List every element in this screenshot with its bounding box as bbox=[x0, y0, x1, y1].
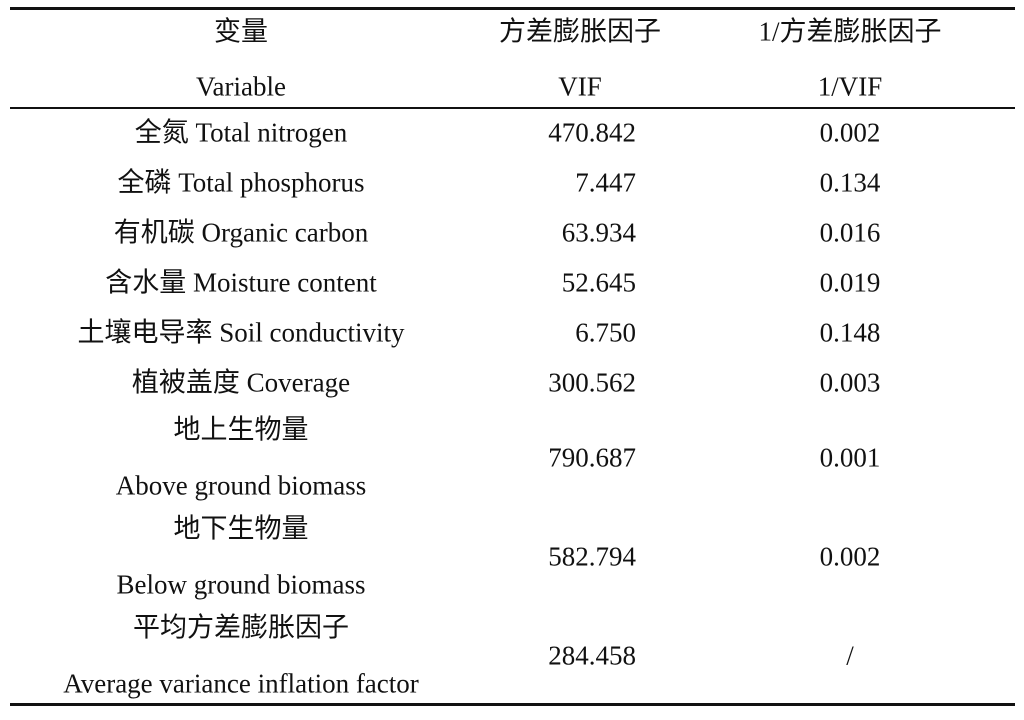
inverse-vif-cell: 0.134 bbox=[819, 167, 881, 198]
variable-cell: Average variance inflation factor bbox=[63, 668, 419, 699]
inverse-vif-cell: / bbox=[846, 640, 854, 670]
variable-cell: 平均方差膨胀因子 bbox=[133, 612, 349, 643]
vif-cell: 7.447 bbox=[575, 167, 636, 198]
header-cell: 1/VIF bbox=[817, 71, 883, 102]
vif-cell: 470.842 bbox=[548, 117, 636, 148]
variable-cell: 全氮 Total nitrogen bbox=[134, 117, 348, 148]
vif-cell: 790.687 bbox=[548, 442, 636, 472]
top-rule bbox=[10, 7, 1015, 10]
inverse-vif-cell: 0.002 bbox=[819, 541, 881, 571]
vif-cell: 52.645 bbox=[561, 267, 636, 298]
bottom-rule bbox=[10, 703, 1015, 706]
inverse-vif-cell: 0.148 bbox=[819, 317, 881, 348]
variable-cell: 植被盖度 Coverage bbox=[131, 367, 351, 398]
header-cell: VIF bbox=[558, 71, 602, 102]
header-cell: 方差膨胀因子 bbox=[499, 16, 661, 47]
inverse-vif-cell: 0.016 bbox=[819, 217, 881, 248]
variable-cell: Below ground biomass bbox=[116, 569, 366, 600]
vif-cell: 300.562 bbox=[548, 367, 636, 398]
inverse-vif-cell: 0.002 bbox=[819, 117, 881, 148]
inverse-vif-cell: 0.001 bbox=[819, 442, 881, 472]
inverse-vif-cell: 0.019 bbox=[819, 267, 881, 298]
vif-cell: 284.458 bbox=[548, 640, 636, 670]
variable-cell: 土壤电导率 Soil conductivity bbox=[77, 317, 405, 348]
variable-cell: 含水量 Moisture content bbox=[105, 267, 377, 298]
header-cell: Variable bbox=[196, 71, 286, 102]
header-rule bbox=[10, 107, 1015, 109]
variable-cell: Above ground biomass bbox=[115, 470, 367, 501]
variable-cell: 地下生物量 bbox=[173, 513, 309, 544]
header-cell: 1/方差膨胀因子 bbox=[758, 16, 942, 47]
vif-cell: 6.750 bbox=[575, 317, 636, 348]
vif-cell: 63.934 bbox=[561, 217, 636, 248]
vif-cell: 582.794 bbox=[548, 541, 636, 571]
variable-cell: 全磷 Total phosphorus bbox=[117, 167, 365, 198]
header-cell: 变量 bbox=[214, 16, 268, 47]
inverse-vif-cell: 0.003 bbox=[819, 367, 881, 398]
variable-cell: 地上生物量 bbox=[173, 414, 309, 445]
variable-cell: 有机碳 Organic carbon bbox=[113, 217, 369, 248]
